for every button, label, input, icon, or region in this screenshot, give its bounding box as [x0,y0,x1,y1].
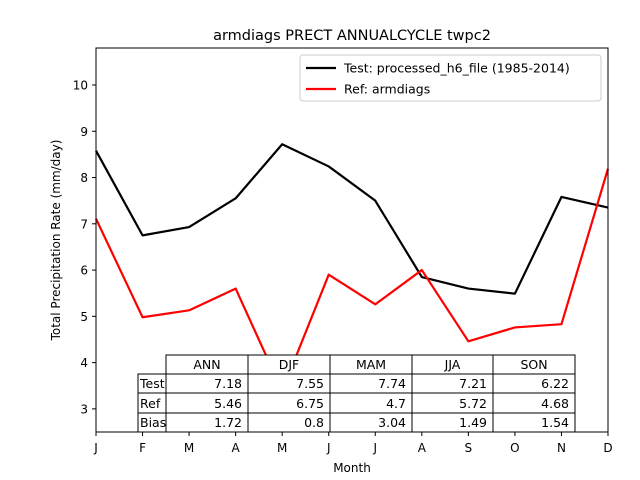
y-tick-label: 8 [80,171,88,185]
table-row-label: Ref [140,396,161,411]
series-line-1 [95,168,610,392]
x-tick-label: J [93,441,98,455]
series-layer [95,143,610,392]
x-tick-label: O [510,441,519,455]
chart-title: armdiags PRECT ANNUALCYCLE twpc2 [213,28,491,44]
table-cell-value: 7.21 [459,376,487,391]
y-tick-label: 5 [80,310,88,324]
table-divider [165,355,167,374]
table-cell-value: 1.49 [459,415,487,430]
table-row-label: Bias [140,415,166,430]
y-tick-label: 9 [80,125,88,139]
table-cell-value: 5.72 [459,396,487,411]
x-tick-label: J [326,441,331,455]
table-header-label: JJA [444,357,461,372]
x-tick-label: A [418,441,427,455]
x-tick-label: N [557,441,566,455]
table-cell-value: 4.7 [386,396,406,411]
table-cell-value: 7.74 [378,376,406,391]
table-header-label: SON [520,357,547,372]
table-cell-value: 5.46 [214,396,242,411]
table-cell-value: 1.54 [541,415,569,430]
legend: Test: processed_h6_file (1985-2014) Ref: … [299,54,602,102]
y-tick-label: 10 [73,79,88,93]
table-cell-value: 7.18 [214,376,242,391]
series-line-0 [95,143,609,295]
y-tick-label: 6 [80,264,88,278]
stats-table: ANN DJF MAM JJA SON Test 7.18 7.55 7.74 7.21 6.22 R… [137,354,576,433]
x-tick-label: J [372,441,377,455]
x-tick-label: D [603,441,612,455]
y-tick-label: 4 [80,356,88,370]
table-cell-value: 4.68 [541,396,569,411]
table-cell-value: 6.75 [296,396,324,411]
x-tick-label: M [184,441,194,455]
table-header-label: MAM [356,357,386,372]
x-tick-label: M [277,441,287,455]
y-axis-ticks: 3 4 5 6 7 8 9 10 [73,79,96,416]
legend-box [299,54,602,102]
table-header-label: DJF [279,357,300,372]
table-cell-value: 3.04 [378,415,406,430]
legend-label-0: Test: processed_h6_file (1985-2014) [343,61,570,76]
x-tick-label: F [139,441,146,455]
table-row-label: Test [139,376,165,391]
table-cell-value: 7.55 [296,376,324,391]
table-cell-value: 0.8 [304,415,324,430]
y-tick-label: 3 [80,402,88,416]
y-tick-label: 7 [80,217,88,231]
table-cell-value: 1.72 [214,415,242,430]
table-header-label: ANN [193,357,220,372]
x-tick-label: S [465,441,473,455]
x-tick-label: A [232,441,241,455]
legend-label-1: Ref: armdiags [344,82,430,97]
y-axis-label: Total Precipitation Rate (mm/day) [49,140,63,342]
plot-frame [95,47,609,433]
x-axis-label: Month [333,461,371,475]
table-cell-value: 6.22 [541,376,569,391]
